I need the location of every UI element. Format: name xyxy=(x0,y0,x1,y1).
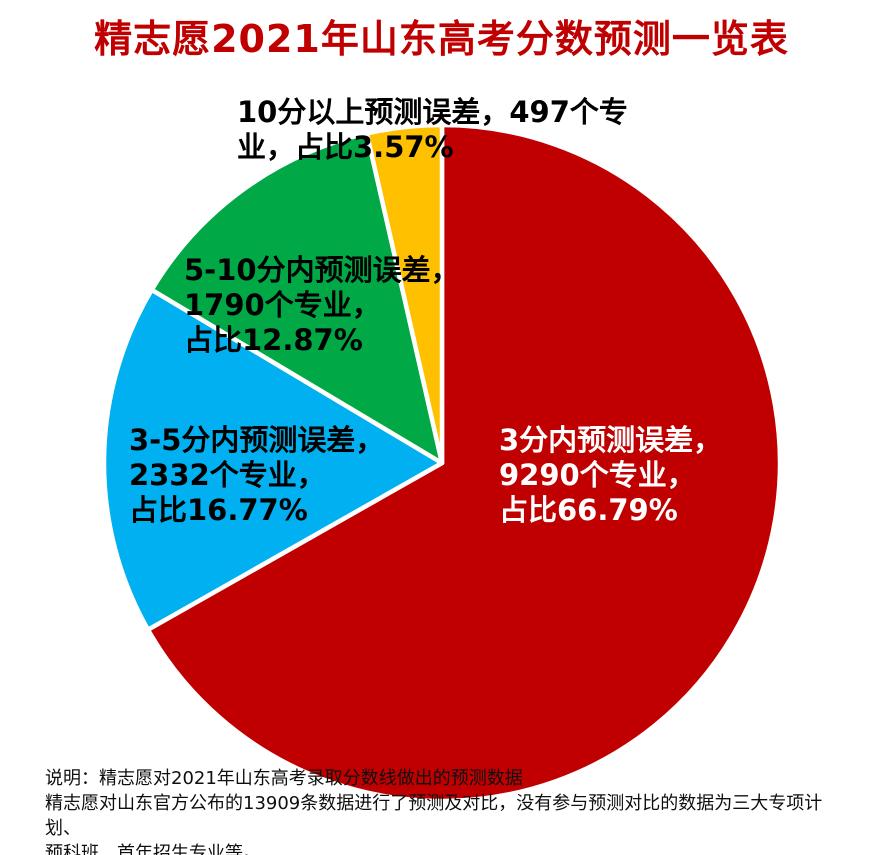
slice-label-line: 占比66.79% xyxy=(499,493,678,527)
slice-label-line: 3分内预测误差， xyxy=(499,423,723,457)
pie-slice-3 xyxy=(364,122,445,466)
slice-label-over-10: 10分以上预测误差，497个专 业，占比3.57% xyxy=(237,95,628,165)
footnote-line: 精志愿对山东官方公布的13909条数据进行了预测及对比，没有参与预测对比的数据为… xyxy=(45,793,823,839)
slice-label-line: 1790个专业， xyxy=(184,288,381,322)
chart-title: 精志愿2021年山东高考分数预测一览表 xyxy=(94,17,789,61)
chart-footnote: 说明：精志愿对2021年山东高考录取分数线做出的预测数据 精志愿对山东官方公布的… xyxy=(45,766,855,855)
slice-label-line: 9290个专业， xyxy=(499,458,696,492)
slice-label-5-10: 5-10分内预测误差， 1790个专业， 占比12.87% xyxy=(184,253,460,358)
slice-label-line: 2332个专业， xyxy=(129,458,326,492)
slice-label-3-5: 3-5分内预测误差， 2332个专业， 占比16.77% xyxy=(129,423,384,528)
footnote-line: 说明：精志愿对2021年山东高考录取分数线做出的预测数据 xyxy=(45,768,523,789)
slice-label-line: 占比16.77% xyxy=(129,493,308,527)
slice-label-line: 业，占比3.57% xyxy=(237,130,454,164)
slice-label-line: 5-10分内预测误差， xyxy=(184,253,460,287)
footnote-line: 预科班、首年招生专业等。 xyxy=(45,843,261,855)
slice-label-line: 3-5分内预测误差， xyxy=(129,423,385,457)
pie-slice-0 xyxy=(145,122,783,804)
slice-label-line: 占比12.87% xyxy=(184,323,363,357)
pie-slice-1 xyxy=(101,287,445,632)
slice-label-within-3: 3分内预测误差， 9290个专业， 占比66.79% xyxy=(499,423,722,528)
pie-slice-2 xyxy=(149,131,445,466)
slice-label-line: 10分以上预测误差，497个专 xyxy=(237,95,628,129)
